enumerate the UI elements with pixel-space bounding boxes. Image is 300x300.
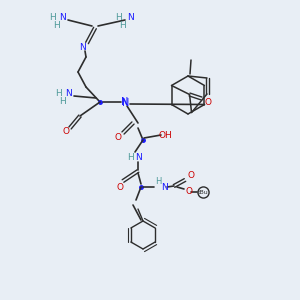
Text: H: H (128, 154, 134, 163)
Text: O: O (185, 188, 193, 196)
Text: O: O (188, 172, 194, 181)
Text: H: H (54, 22, 60, 31)
Text: H: H (115, 14, 122, 22)
Text: O: O (62, 128, 70, 136)
Text: N: N (60, 14, 66, 22)
Text: O: O (115, 134, 122, 142)
Text: H: H (118, 22, 125, 31)
Text: N: N (79, 43, 86, 52)
Text: H: H (58, 98, 65, 106)
Text: tBu: tBu (198, 190, 208, 194)
Text: O: O (116, 182, 124, 191)
Text: N: N (127, 14, 134, 22)
Text: N: N (160, 182, 167, 191)
Text: H: H (49, 14, 56, 22)
Text: N: N (122, 98, 130, 108)
Text: N: N (121, 97, 129, 107)
Text: N: N (66, 89, 72, 98)
Text: OH: OH (158, 130, 172, 140)
Text: O: O (204, 98, 211, 107)
Text: H: H (155, 178, 161, 187)
Text: N: N (136, 154, 142, 163)
Text: H: H (55, 89, 62, 98)
